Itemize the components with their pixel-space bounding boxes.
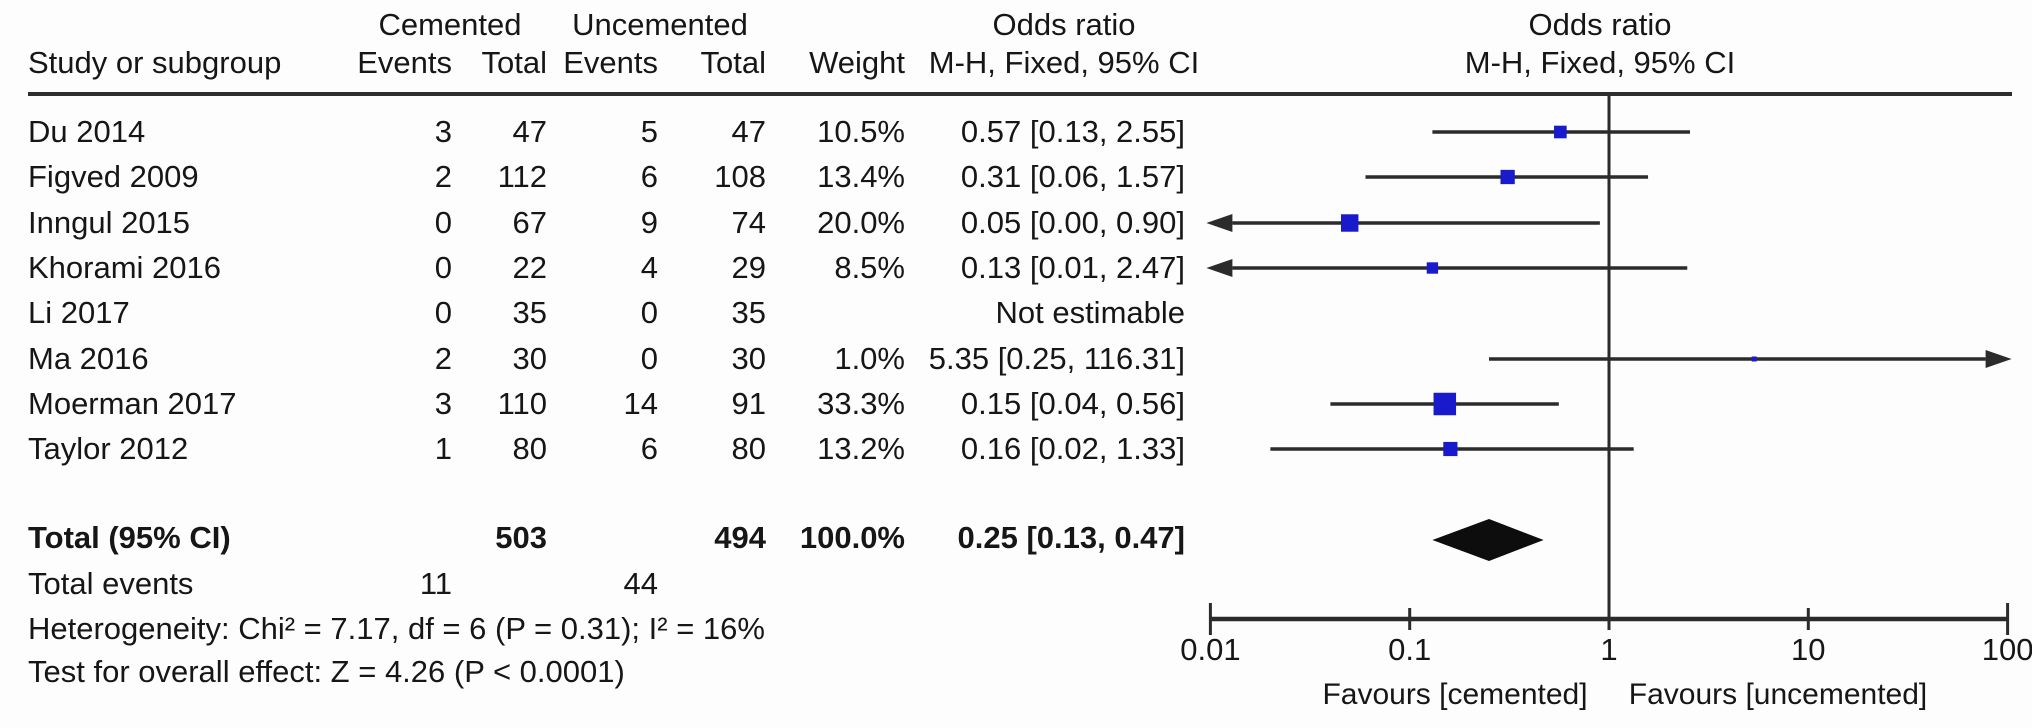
study-name: Figved 2009	[28, 159, 199, 194]
column-mh-fixed-ci-plot: M-H, Fixed, 95% CI	[1464, 45, 1736, 80]
total-cemented: 67	[512, 205, 547, 240]
ci-arrow-left	[1206, 259, 1233, 277]
axis-tick-label: 100	[1982, 632, 2032, 667]
events-uncemented: 0	[640, 341, 658, 376]
total-uncemented: 108	[714, 159, 766, 194]
axis-tick-label: 1	[1600, 632, 1617, 667]
or-ci-text: 0.05 [0.00, 0.90]	[960, 205, 1185, 240]
study-name: Taylor 2012	[28, 431, 189, 466]
events-cemented: 0	[434, 205, 452, 240]
summary-diamond	[1432, 519, 1544, 561]
axis-tick-label: 0.1	[1388, 632, 1431, 667]
column-weight: Weight	[809, 45, 905, 80]
column-odds-ratio-plot: Odds ratio	[1528, 7, 1672, 42]
effect-square	[1554, 125, 1567, 139]
weight: 13.2%	[817, 431, 905, 466]
study-name: Li 2017	[28, 295, 130, 330]
weight: 1.0%	[834, 341, 905, 376]
weight: 10.5%	[817, 114, 905, 149]
events-cemented: 0	[434, 295, 452, 330]
total-uncemented: 74	[731, 205, 766, 240]
or-ci-text: 0.16 [0.02, 1.33]	[960, 431, 1185, 466]
weight: 33.3%	[817, 386, 905, 421]
total-weight-value: 100.0%	[799, 520, 905, 555]
study-name: Moerman 2017	[28, 386, 237, 421]
effect-square	[1433, 392, 1457, 416]
events-uncemented: 5	[640, 114, 658, 149]
or-ci-text: 0.13 [0.01, 2.47]	[960, 250, 1185, 285]
total-uncemented: 91	[731, 386, 766, 421]
axis-tick-label: 0.01	[1180, 632, 1240, 667]
total-cemented: 30	[512, 341, 547, 376]
column-total-cemented: Total	[481, 45, 547, 80]
study-name: Du 2014	[28, 114, 146, 149]
or-ci-text: Not estimable	[995, 295, 1185, 330]
events-uncemented: 14	[623, 386, 658, 421]
ci-arrow-left	[1206, 214, 1233, 232]
study-name: Inngul 2015	[28, 205, 191, 240]
events-uncemented: 0	[640, 295, 658, 330]
total-uncemented: 80	[731, 431, 766, 466]
or-ci-text: 0.15 [0.04, 0.56]	[960, 386, 1185, 421]
events-uncemented: 4	[640, 250, 658, 285]
column-group-cemented: Cemented	[378, 7, 522, 42]
column-events-cemented: Events	[357, 45, 452, 80]
weight: 20.0%	[817, 205, 905, 240]
column-total-uncemented: Total	[700, 45, 766, 80]
total-cemented: 110	[497, 386, 547, 421]
heterogeneity-note: Heterogeneity: Chi² = 7.17, df = 6 (P = …	[28, 611, 765, 646]
events-cemented: 0	[434, 250, 452, 285]
column-mh-fixed-ci-text: M-H, Fixed, 95% CI	[928, 45, 1200, 80]
effect-square	[1751, 356, 1757, 362]
column-odds-ratio-text: Odds ratio	[992, 7, 1136, 42]
events-cemented: 2	[434, 341, 452, 376]
weight: 8.5%	[834, 250, 905, 285]
total-cemented: 80	[512, 431, 547, 466]
events-cemented: 3	[434, 114, 452, 149]
effect-square	[1443, 441, 1458, 457]
column-group-uncemented: Uncemented	[572, 7, 748, 42]
events-uncemented: 6	[640, 431, 658, 466]
total-uncemented: 35	[731, 295, 766, 330]
total-uncemented: 30	[731, 341, 766, 376]
total-uncemented-value: 494	[714, 520, 766, 555]
effect-square	[1340, 214, 1359, 232]
total-cemented: 35	[512, 295, 547, 330]
events-cemented: 2	[434, 159, 452, 194]
events-uncemented: 6	[640, 159, 658, 194]
or-ci-text: 0.57 [0.13, 2.55]	[960, 114, 1185, 149]
or-ci-text: 5.35 [0.25, 116.31]	[928, 341, 1185, 376]
effect-square	[1426, 262, 1439, 274]
column-study-or-subgroup: Study or subgroup	[28, 45, 282, 80]
total-uncemented: 29	[731, 250, 766, 285]
events-cemented: 1	[434, 431, 452, 466]
column-events-uncemented: Events	[563, 45, 658, 80]
total-cemented-value: 503	[495, 520, 547, 555]
total-row-label: Total (95% CI)	[28, 520, 231, 555]
total-events-label: Total events	[28, 566, 194, 601]
study-name: Ma 2016	[28, 341, 149, 376]
overall-effect-note: Test for overall effect: Z = 4.26 (P < 0…	[28, 654, 625, 689]
favours-left-label: Favours [cemented]	[1322, 678, 1587, 711]
header-divider-rule	[28, 92, 2012, 96]
total-cemented: 112	[497, 159, 547, 194]
total-uncemented: 47	[731, 114, 766, 149]
axis-tick-label: 10	[1791, 632, 1825, 667]
total-events-uncemented: 44	[623, 566, 658, 601]
or-ci-text: 0.31 [0.06, 1.57]	[960, 159, 1185, 194]
total-cemented: 47	[512, 114, 547, 149]
total-cemented: 22	[512, 250, 547, 285]
total-events-cemented: 11	[419, 566, 452, 601]
total-or-ci-value: 0.25 [0.13, 0.47]	[957, 520, 1186, 555]
favours-right-label: Favours [uncemented]	[1629, 678, 1928, 711]
study-name: Khorami 2016	[28, 250, 222, 285]
events-cemented: 3	[434, 386, 452, 421]
effect-square	[1500, 169, 1515, 185]
events-uncemented: 9	[640, 205, 658, 240]
weight: 13.4%	[817, 159, 905, 194]
ci-arrow-right	[1985, 350, 2012, 368]
